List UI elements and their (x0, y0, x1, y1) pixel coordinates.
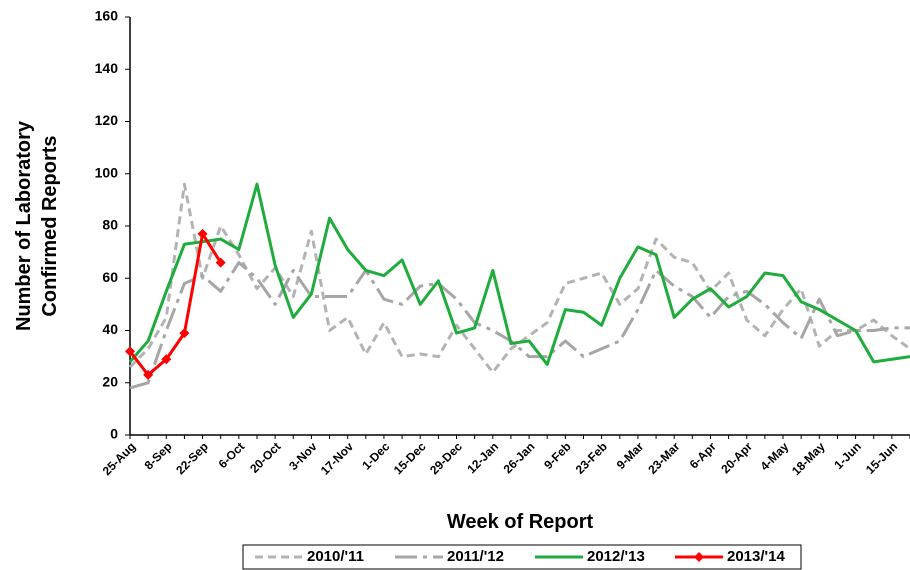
y-tick-label: 120 (95, 112, 119, 128)
point-marker (179, 328, 190, 339)
x-tick-label: 20-Apr (718, 439, 755, 476)
x-tick-label: 8-Sep (142, 439, 175, 472)
y-tick-label: 40 (102, 321, 118, 337)
y-tick-label: 60 (102, 269, 118, 285)
y-tick-label: 160 (95, 8, 119, 24)
y-tick-label: 0 (110, 426, 118, 442)
point-marker (215, 257, 226, 268)
x-tick-label: 25-Aug (100, 439, 139, 478)
series-line (129, 261, 910, 390)
point-marker (197, 228, 208, 239)
x-tick-label: 26-Jan (501, 439, 538, 476)
x-tick-label: 4-May (757, 439, 791, 473)
x-tick-label: 6-Apr (687, 439, 719, 471)
series-line (128, 182, 910, 374)
x-tick-label: 22-Sep (173, 439, 211, 477)
legend-label: 2013/'14 (727, 548, 785, 565)
series-line (128, 182, 910, 366)
x-tick-label: 20-Oct (247, 439, 283, 475)
legend-marker (694, 552, 704, 562)
x-tick-label: 1-Jun (831, 439, 864, 472)
series-line (128, 232, 222, 377)
x-tick-label: 17-Nov (318, 439, 356, 477)
y-tick-label: 100 (95, 164, 119, 180)
x-tick-label: 1-Dec (359, 439, 392, 472)
point-marker (125, 346, 135, 357)
point-marker (161, 354, 172, 365)
legend-label: 2011/'12 (447, 548, 504, 565)
x-tick-label: 9-Feb (541, 439, 574, 472)
y-tick-label: 20 (102, 373, 118, 389)
legend-label: 2010/'11 (307, 548, 364, 565)
legend-label: 2012/'13 (587, 548, 645, 565)
x-tick-label: 29-Dec (427, 439, 465, 477)
x-tick-label: 3-Nov (286, 439, 320, 473)
x-tick-label: 23-Feb (573, 439, 610, 476)
legend-box (242, 544, 802, 570)
y-tick-label: 80 (102, 217, 118, 233)
y-axis-title: Number of Laboratory (13, 120, 35, 331)
x-tick-label: 12-Jan (464, 439, 501, 476)
x-tick-label: 15-Dec (391, 439, 429, 477)
y-tick-label: 140 (95, 60, 119, 76)
x-tick-label: 23-Mar (645, 439, 682, 476)
x-tick-label: 9-Mar (614, 439, 647, 472)
y-axis-title: Confirmed Reports (39, 135, 61, 316)
x-tick-label: 6-Oct (216, 439, 248, 471)
x-tick-label: 18-May (789, 439, 828, 478)
point-marker (143, 369, 154, 380)
x-axis-title: Week of Report (447, 511, 594, 533)
x-tick-label: 15-Jun (863, 439, 900, 476)
